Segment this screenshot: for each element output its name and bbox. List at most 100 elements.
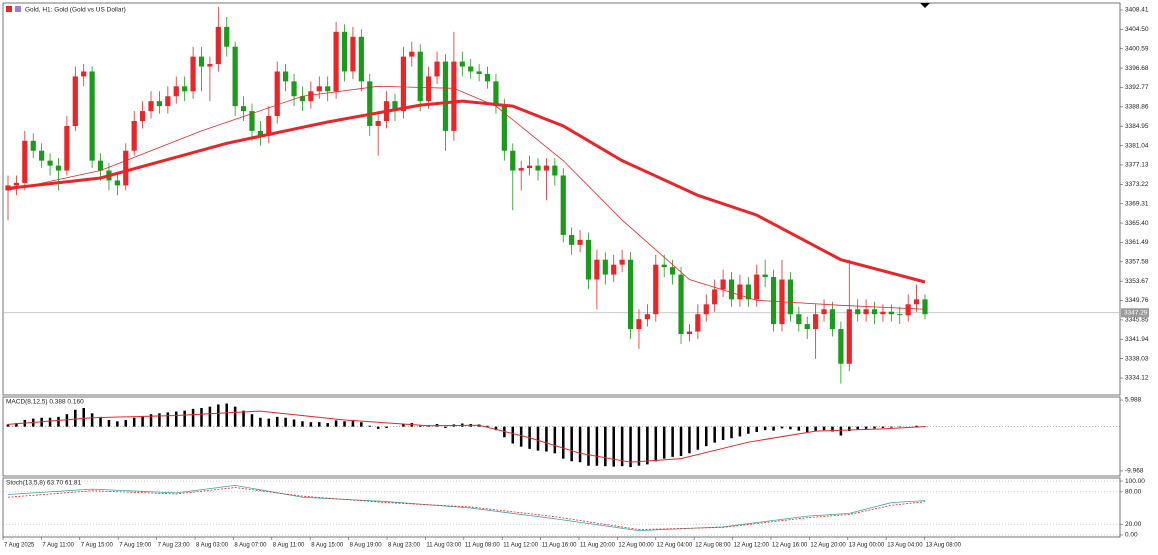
candle-body xyxy=(299,96,306,102)
candle-body xyxy=(316,86,322,92)
histogram-bar xyxy=(309,422,313,427)
histogram-bar xyxy=(116,421,119,427)
histogram-bar xyxy=(587,426,590,466)
histogram-bar xyxy=(292,419,296,427)
candle-body xyxy=(518,168,524,171)
candle-body xyxy=(745,284,751,300)
histogram-bar xyxy=(15,423,18,427)
candle-body xyxy=(341,31,348,72)
candle-body xyxy=(888,311,894,315)
histogram-bar xyxy=(360,422,363,427)
candle-body xyxy=(905,304,911,316)
y-tick-label: 3361.49 xyxy=(1125,239,1149,246)
histogram-bar xyxy=(831,426,834,432)
candle-body xyxy=(535,165,541,171)
histogram-bar xyxy=(713,426,716,443)
x-tick-label: 7 Aug 11:00 xyxy=(42,543,74,549)
candle-body xyxy=(720,279,726,290)
histogram-bar xyxy=(595,426,599,466)
candle-body xyxy=(190,56,196,92)
candle-body xyxy=(560,175,566,235)
candle-body xyxy=(417,51,423,102)
candle-body xyxy=(602,259,608,275)
y-tick-label: 3345.85 xyxy=(1125,317,1149,324)
histogram-bar xyxy=(536,426,540,451)
candle-body xyxy=(39,150,45,161)
candle-body xyxy=(569,234,575,245)
candle-body xyxy=(392,101,398,112)
histogram-bar xyxy=(326,423,329,427)
histogram-bar xyxy=(730,426,733,439)
x-tick-label: 12 Aug 08:00 xyxy=(695,543,731,549)
candle-body xyxy=(266,116,272,136)
scroll-marker xyxy=(920,3,930,8)
candle-body xyxy=(543,165,550,171)
histogram-bar xyxy=(233,406,237,427)
candle-body xyxy=(81,71,87,77)
y-tick-label: 3408.41 xyxy=(1125,7,1149,14)
histogram-bar xyxy=(124,419,128,427)
candle-body xyxy=(350,36,356,72)
histogram-bar xyxy=(822,426,826,431)
histogram-bar xyxy=(90,413,94,427)
histogram-bar xyxy=(200,407,203,427)
histogram-bar xyxy=(671,426,674,457)
histogram-bar xyxy=(217,404,220,427)
histogram-bar xyxy=(132,417,136,427)
candle-body xyxy=(224,26,230,47)
y-tick-label: 3334.12 xyxy=(1125,375,1149,382)
indicator-line xyxy=(7,487,926,530)
histogram-bar xyxy=(705,426,708,447)
candle-body xyxy=(846,309,852,364)
histogram-bar xyxy=(48,417,52,427)
x-tick-label: 13 Aug 00:00 xyxy=(849,543,885,549)
y-tick-label: 20.00 xyxy=(1125,521,1142,528)
histogram-bar xyxy=(318,422,321,427)
candle-body xyxy=(442,61,449,131)
candle-body xyxy=(55,165,62,171)
x-tick-label: 13 Aug 08:00 xyxy=(926,543,962,549)
histogram-bar xyxy=(839,426,843,436)
histogram-bar xyxy=(242,410,245,427)
histogram-bar xyxy=(873,426,876,429)
y-tick-label: 3338.03 xyxy=(1125,355,1149,362)
y-tick-label: 80.00 xyxy=(1125,489,1142,496)
candle-body xyxy=(30,140,36,151)
y-tick-label: 3388.86 xyxy=(1125,104,1149,111)
symbol-icon[interactable] xyxy=(6,6,12,12)
candle-body xyxy=(871,309,878,315)
chart-title: Gold, H1: Gold (Gold vs US Dollar) xyxy=(25,7,126,14)
current-price-box xyxy=(1121,308,1149,318)
candle-body xyxy=(644,314,650,320)
candle-body xyxy=(686,331,693,335)
candle-body xyxy=(670,267,676,275)
candle-body xyxy=(131,121,137,151)
candle-body xyxy=(434,61,440,77)
histogram-bar xyxy=(444,426,447,428)
histogram-bar xyxy=(494,426,498,431)
candle-body xyxy=(493,81,499,107)
candle-body xyxy=(611,264,617,275)
candle-body xyxy=(577,239,583,245)
histogram-bar xyxy=(755,426,759,432)
candle-body xyxy=(585,239,592,280)
histogram-bar xyxy=(82,407,85,427)
histogram-bar xyxy=(6,424,10,427)
histogram-bar xyxy=(797,426,801,431)
candle-body xyxy=(838,329,844,364)
histogram-bar xyxy=(418,425,422,427)
candle-body xyxy=(501,106,507,151)
histogram-bar xyxy=(343,421,346,427)
x-tick-label: 12 Aug 20:00 xyxy=(810,543,846,549)
candle-body xyxy=(703,304,709,315)
period-icon[interactable] xyxy=(15,6,21,12)
candle-body xyxy=(232,46,238,107)
histogram-bar xyxy=(848,426,851,432)
candle-body xyxy=(695,314,701,332)
histogram-bar xyxy=(915,425,918,427)
x-tick-label: 11 Aug 20:00 xyxy=(580,543,616,549)
y-tick-label: 3357.58 xyxy=(1125,259,1149,266)
y-tick-label: 0.00 xyxy=(1125,532,1138,539)
candle-body xyxy=(484,73,491,82)
